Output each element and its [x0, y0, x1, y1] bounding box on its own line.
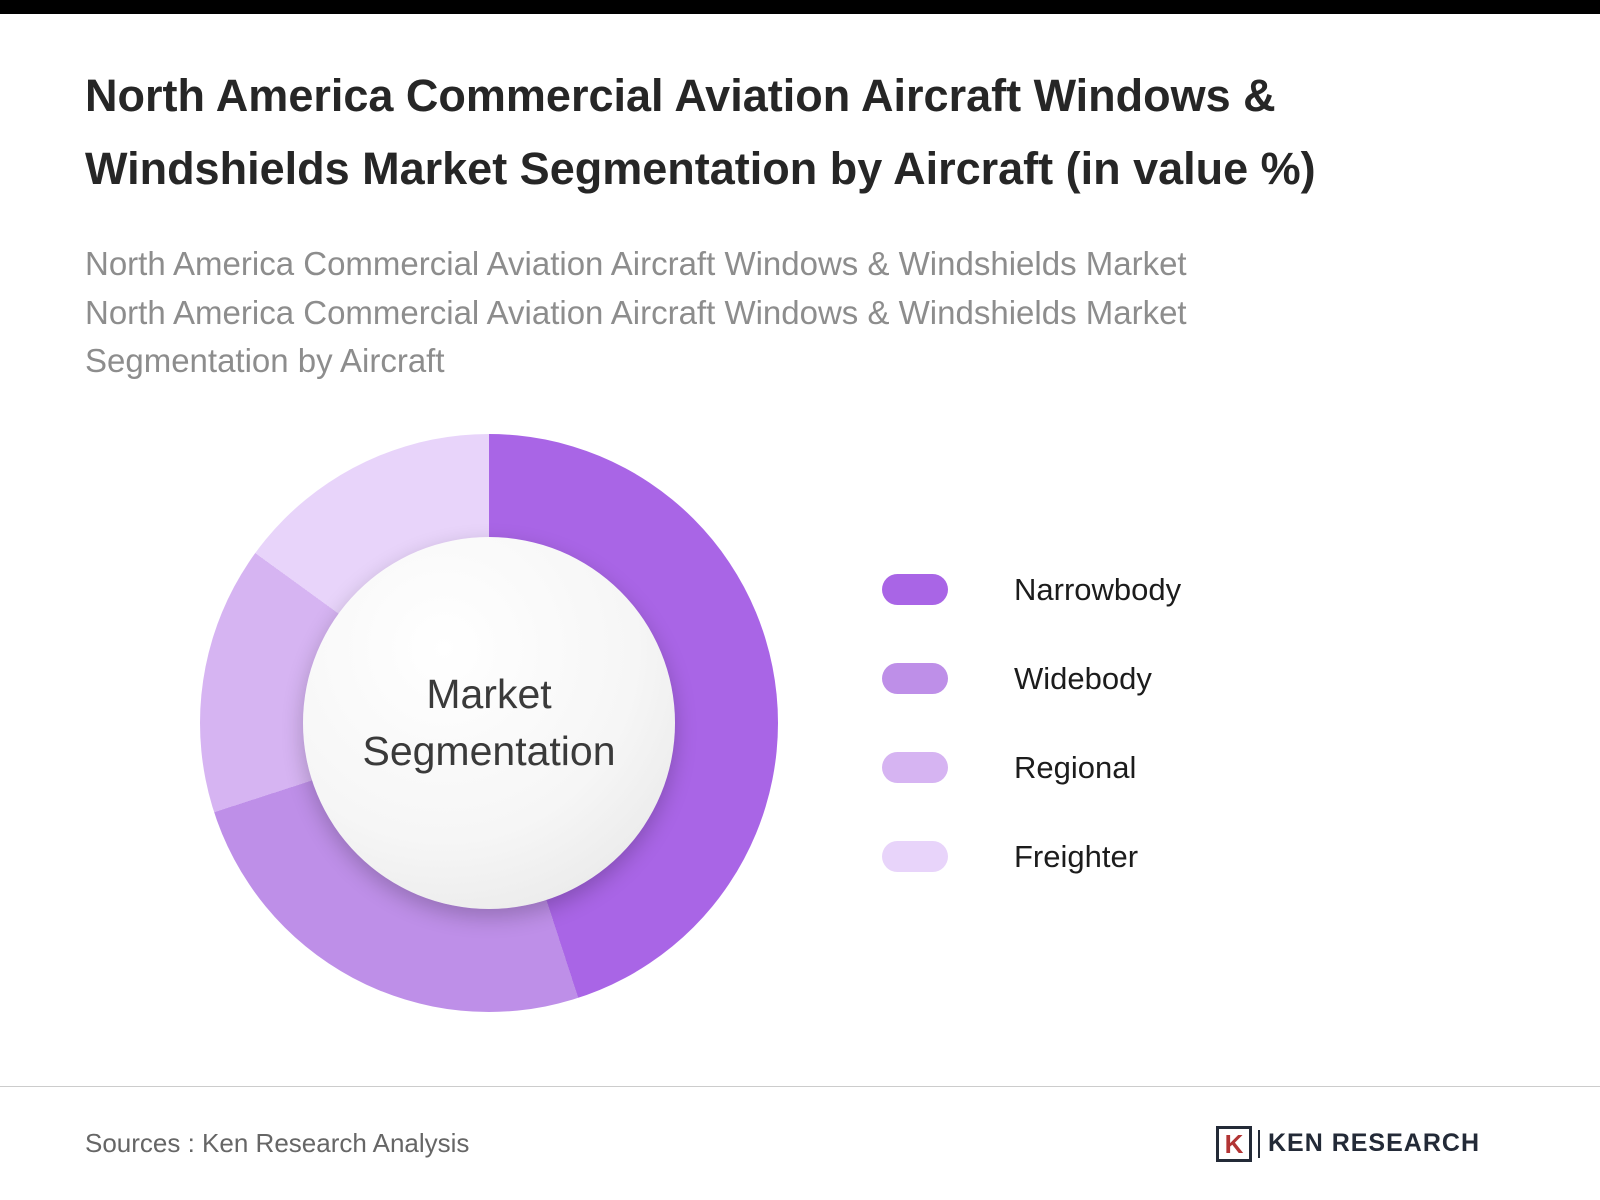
subtitle-line-3: Segmentation by Aircraft	[85, 342, 445, 380]
subtitle-line-1: North America Commercial Aviation Aircra…	[85, 244, 1187, 282]
top-bar	[0, 0, 1600, 14]
logo-divider	[1257, 1129, 1260, 1158]
donut-hole: Market Segmentation	[303, 537, 675, 910]
source-text: Sources : Ken Research Analysis	[85, 1128, 470, 1158]
logo-k-glyph: K	[1224, 1128, 1244, 1159]
page-content: North America Commercial Aviation Aircra…	[0, 14, 1600, 1013]
donut-center-label: Market Segmentation	[362, 670, 616, 775]
legend-label: Regional	[1014, 749, 1137, 785]
subtitle-line-2: North America Commercial Aviation Aircra…	[85, 293, 1187, 331]
brand-logo: K KEN RESEARCH	[1215, 1125, 1480, 1162]
legend-item-narrowbody: Narrowbody	[882, 572, 1181, 608]
footer: Sources : Ken Research Analysis K KEN RE…	[0, 1086, 1600, 1200]
donut-chart: Market Segmentation Narrowbody Widebody …	[85, 434, 1515, 1013]
page-title-line-2: Windshields Market Segmentation by Aircr…	[85, 142, 1316, 194]
brand-name: KEN RESEARCH	[1267, 1129, 1480, 1157]
legend-item-freighter: Freighter	[882, 839, 1181, 875]
donut-wrap: Market Segmentation	[200, 434, 778, 1013]
legend-label: Narrowbody	[1014, 571, 1182, 607]
page-subtitle: North America Commercial Aviation Aircra…	[85, 240, 1425, 386]
page-title: North America Commercial Aviation Aircra…	[85, 60, 1515, 206]
legend-swatch	[882, 663, 948, 695]
legend-swatch	[882, 752, 948, 784]
legend-item-regional: Regional	[882, 750, 1181, 786]
legend-swatch	[882, 574, 948, 606]
legend-label: Freighter	[1014, 838, 1139, 874]
legend-swatch	[882, 841, 948, 873]
legend-label: Widebody	[1014, 660, 1152, 696]
chart-legend: Narrowbody Widebody Regional Freighter	[882, 572, 1181, 875]
page-title-line-1: North America Commercial Aviation Aircra…	[85, 70, 1276, 121]
legend-item-widebody: Widebody	[882, 661, 1181, 697]
ken-research-logo-icon: K	[1215, 1125, 1252, 1162]
